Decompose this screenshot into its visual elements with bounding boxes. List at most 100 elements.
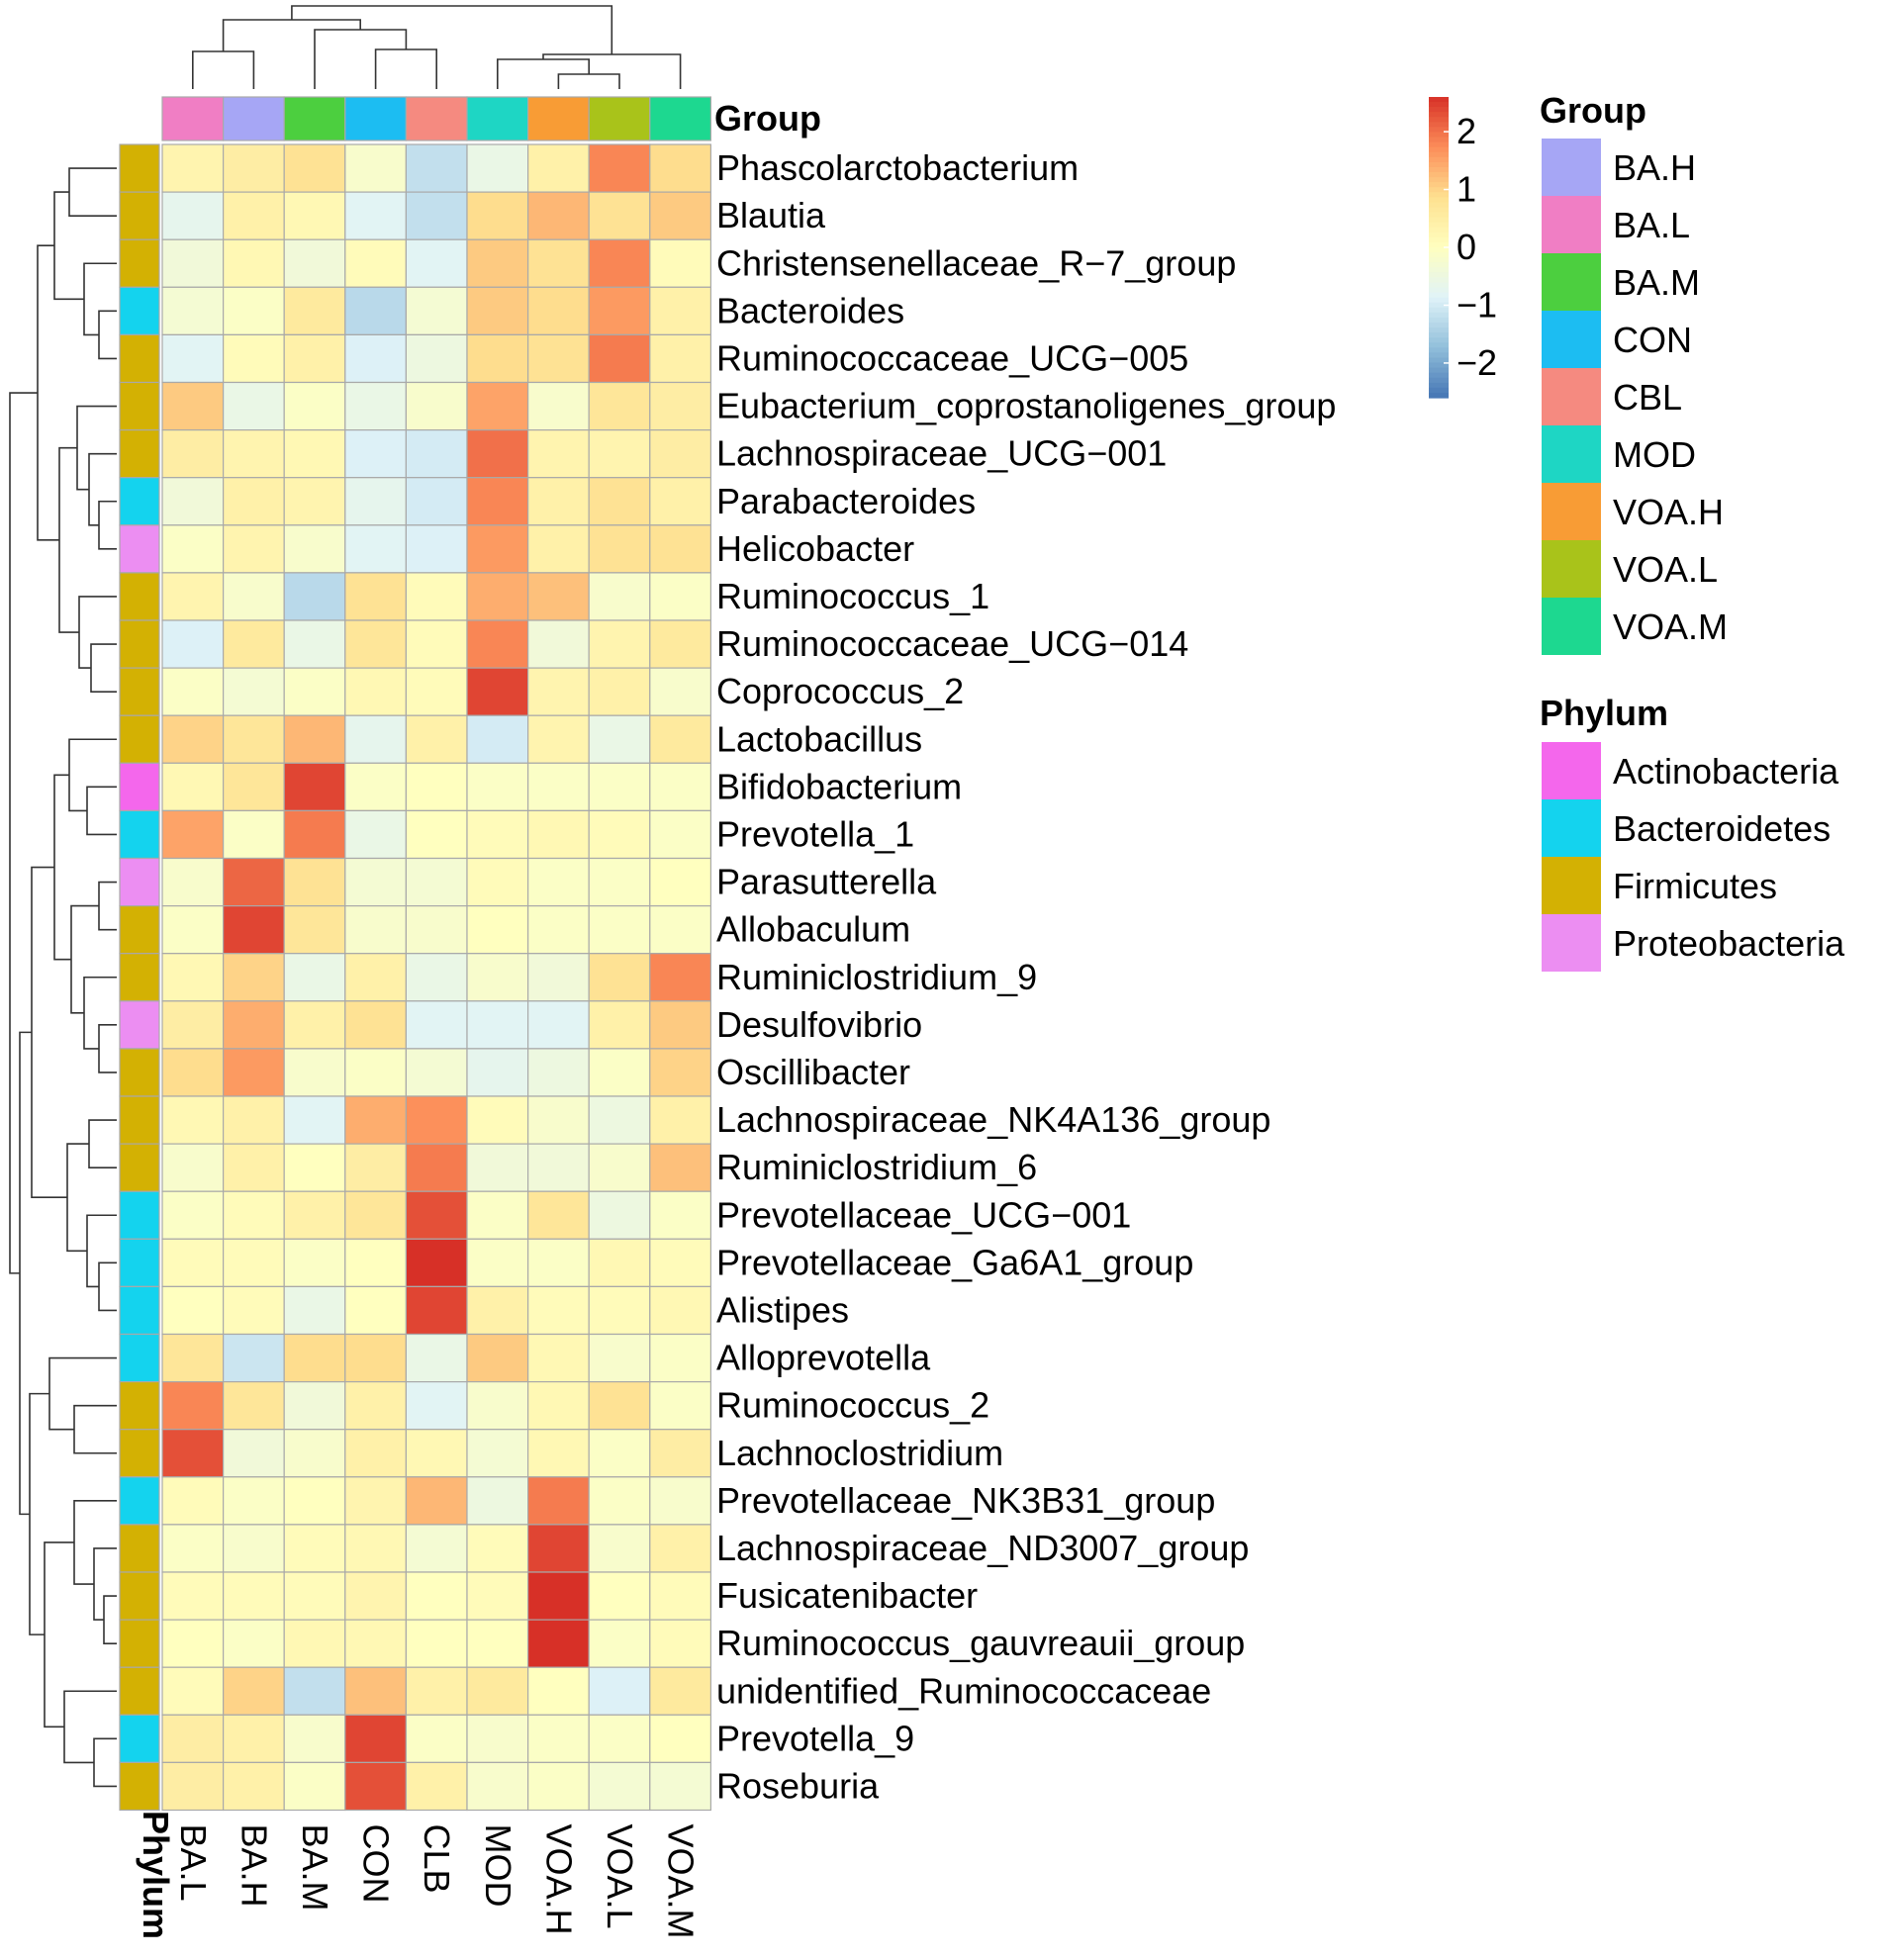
heatmap-cell bbox=[649, 619, 711, 669]
heatmap-cell bbox=[526, 1571, 590, 1621]
group-legend-label: BA.M bbox=[1613, 262, 1700, 303]
row-dendrogram-link bbox=[98, 310, 117, 360]
heatmap-cell bbox=[649, 572, 711, 621]
heatmap-cell bbox=[649, 333, 711, 384]
color-scale-segment bbox=[1429, 177, 1449, 183]
heatmap-cell bbox=[405, 1095, 468, 1145]
heatmap-cell bbox=[466, 1048, 529, 1097]
phylum-annotation-cell bbox=[119, 904, 160, 955]
color-scale-segment bbox=[1429, 302, 1449, 309]
heatmap-cell bbox=[283, 809, 346, 860]
row-dendrogram-link bbox=[103, 1595, 117, 1644]
heatmap-cell bbox=[283, 286, 346, 335]
color-scale-segment bbox=[1429, 332, 1449, 338]
group-legend-swatch bbox=[1542, 540, 1601, 598]
heatmap-cell bbox=[466, 857, 529, 907]
column-label: BA.H bbox=[234, 1824, 274, 1908]
heatmap-cell bbox=[283, 619, 346, 669]
phylum-annotation-cell bbox=[119, 857, 160, 907]
column-label: MOD bbox=[478, 1824, 518, 1908]
color-scale-segment bbox=[1429, 323, 1449, 328]
color-scale-segment bbox=[1429, 217, 1449, 224]
heatmap-cell bbox=[588, 477, 651, 526]
heatmap-cell bbox=[526, 1048, 590, 1097]
heatmap-cell bbox=[526, 524, 590, 574]
heatmap-cell bbox=[161, 477, 225, 526]
heatmap-cell bbox=[588, 1619, 651, 1668]
heatmap-cell bbox=[588, 429, 651, 479]
heatmap-cell bbox=[526, 904, 590, 955]
heatmap-cell bbox=[405, 1571, 468, 1621]
heatmap-cell bbox=[649, 429, 711, 479]
heatmap-cell bbox=[466, 191, 529, 240]
heatmap-cell bbox=[344, 714, 407, 764]
heatmap-cell bbox=[223, 667, 285, 716]
heatmap-cell bbox=[344, 904, 407, 955]
heatmap-cell bbox=[161, 572, 225, 621]
heatmap-cell bbox=[223, 1333, 285, 1383]
heatmap-cell bbox=[283, 1524, 346, 1573]
color-scale-segment bbox=[1429, 327, 1449, 333]
heatmap-cell bbox=[526, 1333, 590, 1383]
heatmap-cell bbox=[649, 1476, 711, 1526]
color-scale-segment bbox=[1429, 146, 1449, 153]
heatmap-cell bbox=[466, 333, 529, 384]
row-dendrogram-link bbox=[88, 452, 117, 526]
group-legend-label: VOA.H bbox=[1613, 492, 1724, 532]
heatmap-cell bbox=[588, 1143, 651, 1192]
heatmap-cell bbox=[405, 477, 468, 526]
heatmap-cell bbox=[161, 1000, 225, 1050]
heatmap-cell bbox=[466, 1761, 529, 1812]
heatmap-cell bbox=[161, 191, 225, 240]
heatmap-cell bbox=[466, 667, 529, 716]
color-scale-segment bbox=[1429, 241, 1449, 248]
heatmap-cell bbox=[344, 333, 407, 384]
heatmap-cell bbox=[526, 619, 590, 669]
heatmap-cell bbox=[405, 809, 468, 860]
color-scale-segment bbox=[1429, 202, 1449, 209]
row-dendrogram-link bbox=[73, 1404, 117, 1454]
heatmap-cell bbox=[223, 1380, 285, 1431]
heatmap-cell bbox=[405, 1190, 468, 1240]
phylum-legend-label: Firmicutes bbox=[1613, 866, 1777, 906]
heatmap-cell bbox=[588, 1524, 651, 1573]
color-scale-label: 2 bbox=[1457, 111, 1476, 151]
heatmap-cell bbox=[223, 524, 285, 574]
heatmap-cell bbox=[161, 1619, 225, 1668]
heatmap-cell bbox=[649, 1333, 711, 1383]
heatmap-cell bbox=[344, 1429, 407, 1478]
heatmap-cell bbox=[161, 1380, 225, 1431]
color-scale-segment bbox=[1429, 377, 1449, 384]
heatmap-cell bbox=[223, 762, 285, 811]
heatmap-cell bbox=[466, 429, 529, 479]
heatmap-cell bbox=[283, 1238, 346, 1288]
heatmap-cell bbox=[466, 1476, 529, 1526]
group-annotation-cell bbox=[649, 96, 711, 141]
heatmap-cell bbox=[344, 809, 407, 860]
heatmap-cell bbox=[223, 1761, 285, 1812]
heatmap-cell bbox=[405, 429, 468, 479]
heatmap-cell bbox=[649, 1095, 711, 1145]
heatmap-cell bbox=[405, 667, 468, 716]
heatmap-cell bbox=[649, 477, 711, 526]
color-scale-segment bbox=[1429, 151, 1449, 158]
heatmap-cell bbox=[344, 238, 407, 288]
row-dendrogram-link bbox=[98, 1261, 117, 1312]
group-legend-swatch bbox=[1542, 368, 1601, 425]
heatmap-cell bbox=[405, 1429, 468, 1478]
group-annotation-cell bbox=[526, 96, 590, 141]
group-legend-title: Group bbox=[1540, 90, 1646, 131]
heatmap-cell bbox=[344, 1380, 407, 1431]
color-scale-segment bbox=[1429, 122, 1449, 128]
color-scale-segment bbox=[1429, 252, 1449, 258]
heatmap-cell bbox=[526, 1380, 590, 1431]
heatmap-cell bbox=[588, 1571, 651, 1621]
heatmap-cell bbox=[223, 857, 285, 907]
phylum-annotation-cell bbox=[119, 953, 160, 1002]
heatmap-cell bbox=[588, 1285, 651, 1336]
color-scale-segment bbox=[1429, 107, 1449, 113]
heatmap-cell bbox=[649, 191, 711, 240]
heatmap-cell bbox=[344, 524, 407, 574]
heatmap-cell bbox=[223, 238, 285, 288]
heatmap-cell bbox=[344, 1190, 407, 1240]
